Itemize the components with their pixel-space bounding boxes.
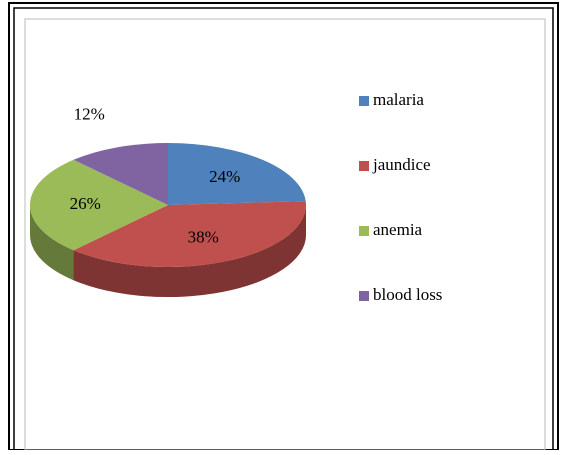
data-label: 24% bbox=[209, 167, 240, 186]
legend-label: blood loss bbox=[373, 285, 442, 304]
slice-side bbox=[30, 205, 74, 281]
slice bbox=[168, 143, 306, 205]
legend-label: jaundice bbox=[372, 155, 431, 174]
slice bbox=[73, 143, 168, 205]
legend-label: malaria bbox=[373, 90, 424, 109]
data-label: 38% bbox=[188, 228, 219, 247]
legend-swatch bbox=[359, 161, 369, 171]
slice-side-shade bbox=[30, 205, 74, 281]
slice-side-shade bbox=[73, 205, 306, 297]
data-label: 12% bbox=[74, 105, 105, 124]
legend-swatch bbox=[359, 291, 369, 301]
legend-label: anemia bbox=[373, 220, 423, 239]
legend-swatch bbox=[359, 226, 369, 236]
slice bbox=[73, 201, 306, 267]
legend-swatch bbox=[359, 96, 369, 106]
slice bbox=[29, 159, 168, 251]
data-label: 26% bbox=[70, 194, 101, 213]
slice-side bbox=[73, 205, 306, 297]
